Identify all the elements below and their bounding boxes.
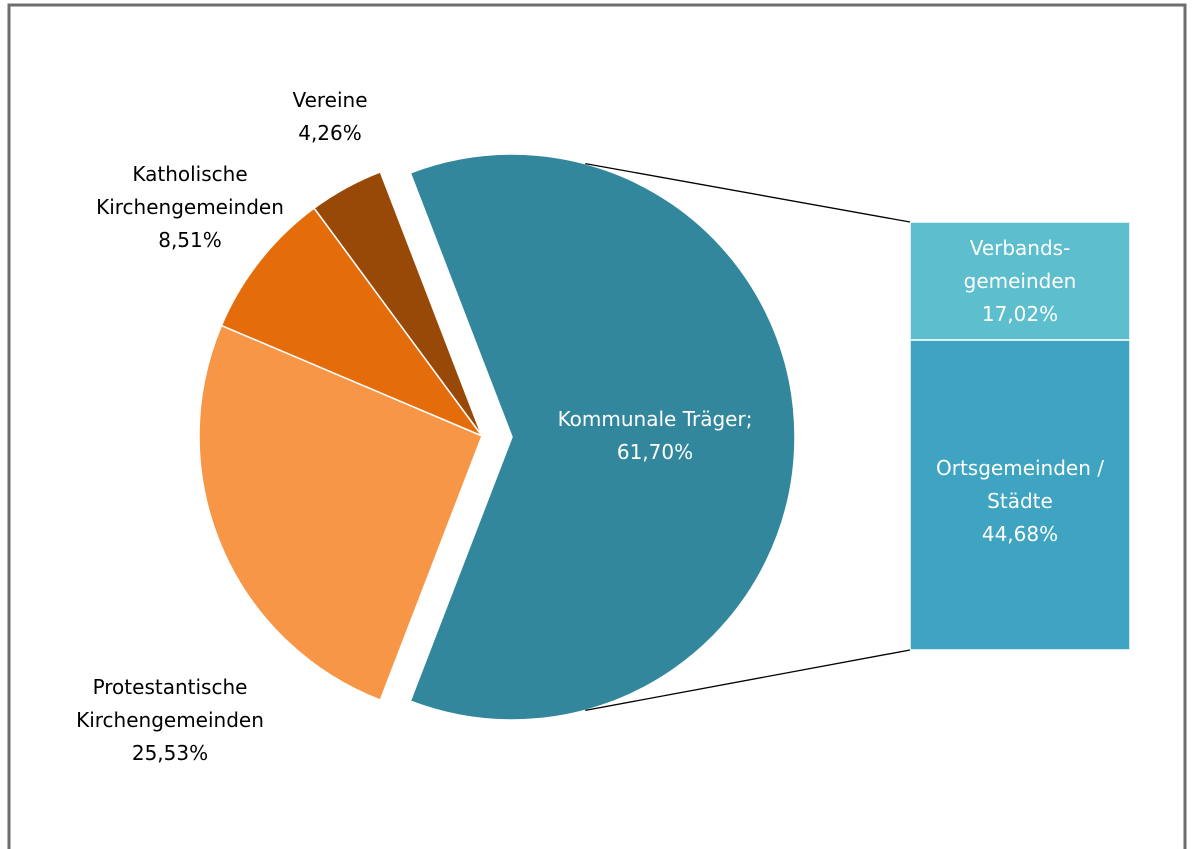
value-label: 61,70% [616, 440, 694, 464]
slice-label: Vereine 4,26% [250, 84, 410, 150]
category-label: Verbands­gemeinden [963, 236, 1077, 293]
connector-line [585, 163, 911, 223]
value-label: 25,53% [131, 741, 209, 765]
label-separator: ; [745, 407, 753, 431]
slice-label: Katholische Kirchengemeinden 8,51% [60, 158, 320, 257]
category-label: Protestantische Kirchengemeinden [76, 675, 264, 732]
value-label: 17,02% [981, 302, 1059, 326]
category-label: Katholische Kirchengemeinden [96, 162, 284, 219]
category-label: Vereine [292, 88, 368, 112]
connector-line [585, 649, 911, 711]
pie-slice [220, 207, 485, 438]
value-label: 4,26% [298, 121, 362, 145]
bar-label: Verbands­gemeinden 17,02% [935, 232, 1105, 331]
bar-segment [909, 339, 1131, 651]
value-label: 8,51% [158, 228, 222, 252]
category-label: Ortsgemeinden / Städte [935, 456, 1105, 513]
slice-label: Kommunale Träger; 61,70% [555, 403, 755, 469]
bar-label: Ortsgemeinden / Städte 44,68% [912, 452, 1128, 551]
category-label: Kommunale Träger [557, 407, 746, 431]
value-label: 44,68% [981, 522, 1059, 546]
pie-slice [409, 153, 796, 721]
slice-label: Protestantische Kirchengemeinden 25,53% [30, 671, 310, 770]
pie-slice [198, 324, 483, 702]
